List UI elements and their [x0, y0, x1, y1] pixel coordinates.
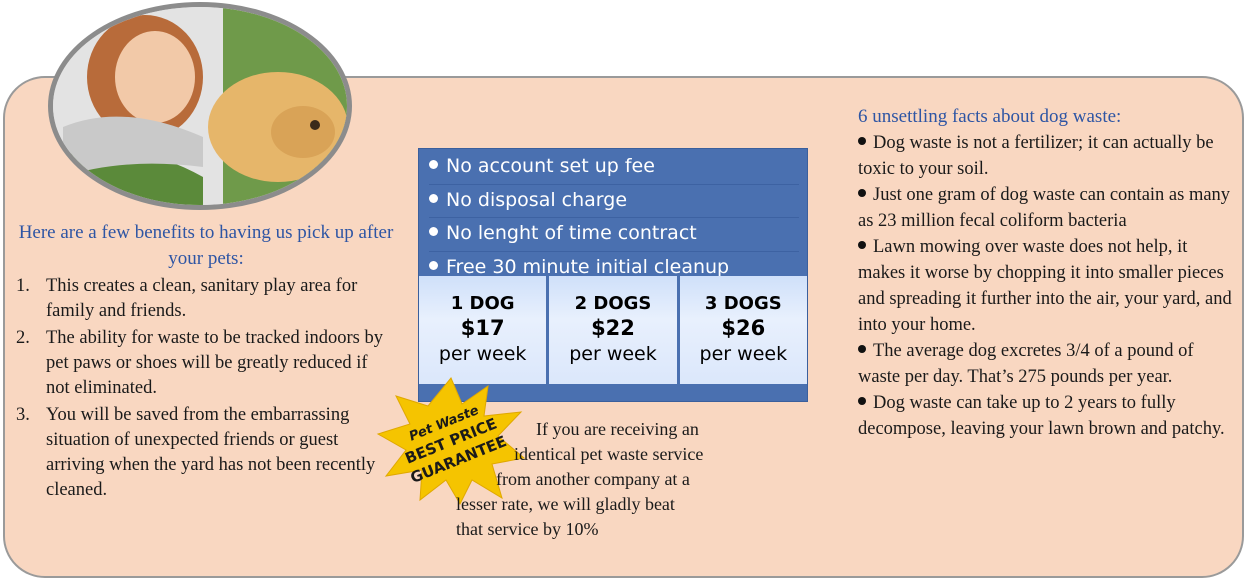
guarantee-line: If you are receiving an — [536, 419, 699, 439]
list-item: The average dog excretes 3/4 of a pound … — [858, 338, 1238, 390]
bullet-icon — [858, 137, 866, 145]
price-cell-2-dogs: 2 DOGS $22 per week — [549, 276, 677, 384]
price-period: per week — [569, 343, 657, 365]
features-list: No account set up fee No disposal charge… — [429, 151, 799, 284]
dog-count: 2 DOGS — [574, 293, 652, 314]
list-item: 2. The ability for waste to be tracked i… — [16, 326, 386, 401]
feature-text: Free 30 minute initial cleanup — [446, 255, 730, 278]
offer-box: No account set up fee No disposal charge… — [418, 148, 808, 402]
fact-text: Dog waste is not a fertilizer; it can ac… — [858, 133, 1214, 179]
list-number: 3. — [16, 405, 30, 425]
list-item: Just one gram of dog waste can contain a… — [858, 182, 1238, 234]
benefits-list: 1. This creates a clean, sanitary play a… — [16, 274, 386, 505]
price-amount: $17 — [460, 316, 505, 340]
bullet-icon — [429, 227, 438, 236]
guarantee-line: that service by 10% — [456, 519, 599, 539]
list-item: Dog waste can take up to 2 years to full… — [858, 390, 1238, 442]
fact-text: Just one gram of dog waste can contain a… — [858, 185, 1231, 231]
price-table: 1 DOG $17 per week 2 DOGS $22 per week 3… — [419, 276, 807, 384]
bullet-icon — [858, 345, 866, 353]
bullet-icon — [429, 160, 438, 169]
bullet-icon — [429, 260, 438, 270]
bullet-icon — [858, 189, 866, 197]
price-amount: $26 — [721, 316, 766, 340]
starburst-icon — [376, 377, 526, 506]
dog-count: 1 DOG — [450, 293, 515, 314]
bullet-icon — [429, 193, 438, 203]
guarantee-line: from another company at a — [496, 469, 690, 489]
bullet-icon — [858, 241, 866, 249]
price-amount: $22 — [591, 316, 635, 340]
bullet-icon — [858, 397, 866, 405]
feature-text: No account set up fee — [446, 155, 655, 177]
price-cell-3-dogs: 3 DOGS $26 per week — [679, 276, 807, 384]
list-number: 2. — [16, 328, 30, 348]
fact-text: Lawn mowing over waste does not help, it… — [858, 237, 1232, 335]
price-period: per week — [699, 343, 788, 365]
price-period: per week — [438, 343, 527, 365]
list-item: 1. This creates a clean, sanitary play a… — [16, 274, 386, 324]
guarantee-line: identical pet waste service — [514, 444, 704, 464]
fact-text: Dog waste can take up to 2 years to full… — [858, 393, 1225, 439]
feature-item: No account set up fee — [429, 151, 799, 185]
best-price-guarantee-badge: Pet Waste BEST PRICE GUARANTEE — [376, 377, 526, 506]
guarantee-line: lesser rate, we will gladly beat — [456, 494, 675, 514]
feature-text: No disposal charge — [446, 188, 628, 211]
list-item: 3. You will be saved from the embarrassi… — [16, 403, 386, 503]
list-text: This creates a clean, sanitary play area… — [46, 276, 358, 321]
feature-item: No disposal charge — [429, 185, 799, 218]
price-cell-1-dog: 1 DOG $17 per week — [419, 276, 547, 384]
list-number: 1. — [16, 276, 30, 296]
girl-with-dog-photo — [48, 2, 352, 210]
feature-item: Free 30 minute initial cleanup — [429, 252, 799, 285]
guarantee-text: If you are receiving an identical pet wa… — [456, 417, 756, 542]
dog-count: 3 DOGS — [704, 293, 782, 314]
feature-item: No lenght of time contract — [429, 218, 799, 252]
facts-heading: 6 unsettling facts about dog waste: — [858, 106, 1122, 127]
fact-text: The average dog excretes 3/4 of a pound … — [858, 341, 1194, 387]
list-text: You will be saved from the embarrassing … — [46, 405, 376, 500]
list-item: Dog waste is not a fertilizer; it can ac… — [858, 130, 1238, 182]
list-text: The ability for waste to be tracked indo… — [46, 328, 384, 398]
feature-text: No lenght of time contract — [446, 222, 697, 244]
facts-list: Dog waste is not a fertilizer; it can ac… — [858, 130, 1238, 442]
benefits-heading: Here are a few benefits to having us pic… — [18, 222, 394, 269]
list-item: Lawn mowing over waste does not help, it… — [858, 234, 1238, 338]
